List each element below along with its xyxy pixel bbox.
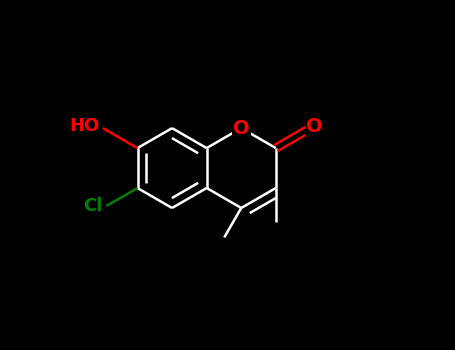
Text: O: O (306, 117, 323, 136)
Text: Cl: Cl (84, 197, 103, 215)
Text: O: O (233, 119, 249, 138)
Text: HO: HO (69, 117, 100, 135)
